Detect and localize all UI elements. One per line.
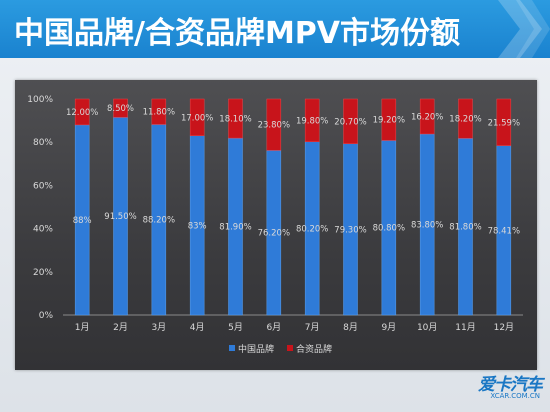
y-tick-label: 40%: [33, 225, 53, 235]
y-tick-label: 80%: [33, 138, 53, 148]
data-label-china-7: 80.20%: [296, 224, 328, 234]
data-label-jv-1: 12.00%: [66, 108, 98, 118]
bar-jv-2: [113, 98, 128, 118]
bar-jv-1: [74, 98, 90, 126]
data-label-jv-12: 21.59%: [488, 118, 520, 128]
y-tick-label: 0%: [39, 311, 54, 321]
data-label-jv-4: 17.00%: [181, 113, 213, 123]
data-label-china-8: 79.30%: [334, 225, 366, 235]
legend-china-label: 中国品牌: [238, 343, 274, 355]
data-label-jv-11: 18.20%: [449, 115, 481, 125]
data-label-jv-6: 23.80%: [258, 121, 290, 131]
data-label-jv-10: 16.20%: [411, 112, 443, 122]
bar-jv-5: [228, 98, 243, 139]
x-tick-label: 9月: [381, 322, 396, 333]
x-tick-label: 1月: [75, 322, 90, 333]
data-label-jv-9: 19.20%: [373, 116, 405, 126]
bar-jv-6: [266, 98, 282, 151]
page-title: 中国品牌/合资品牌MPV市场份额: [14, 16, 461, 51]
data-label-china-12: 78.41%: [488, 226, 520, 236]
watermark: 爱卡汽车 XCAR.COM.CN: [422, 370, 543, 406]
legend-china-swatch: [229, 345, 235, 351]
x-tick-label: 8月: [343, 322, 358, 333]
data-label-jv-3: 11.80%: [143, 108, 175, 118]
data-label-china-6: 76.20%: [258, 229, 290, 239]
x-tick-label: 11月: [455, 322, 475, 333]
data-label-china-5: 81.90%: [219, 223, 251, 233]
y-tick-label: 20%: [33, 268, 53, 278]
bar-jv-4: [189, 98, 205, 136]
x-tick-label: 7月: [305, 322, 320, 333]
data-label-china-11: 81.80%: [449, 223, 481, 233]
x-tick-label: 10月: [417, 322, 437, 333]
chart-panel: 0% 20% 40% 60% 80% 100% 88% 12.00% 1月 91.50% 8.50%…: [15, 80, 537, 370]
x-tick-label: 6月: [266, 322, 281, 333]
legend-jv-label: 合资品牌: [296, 343, 332, 355]
header-banner: 中国品牌/合资品牌MPV市场份额: [0, 0, 550, 58]
y-tick-label: 60%: [33, 181, 53, 191]
x-tick-label: 3月: [151, 322, 166, 333]
data-label-china-3: 88.20%: [143, 216, 175, 226]
x-tick-label: 5月: [228, 322, 243, 333]
legend-jv-swatch: [287, 345, 293, 351]
y-tick-label: 100%: [27, 95, 53, 105]
xcar-logo: 爱卡汽车: [478, 375, 543, 395]
chevron-right-icon: [498, 0, 550, 58]
xcar-url: XCAR.COM.CN: [490, 392, 540, 400]
bar-jv-12: [496, 98, 512, 146]
data-label-jv-8: 20.70%: [334, 117, 366, 127]
data-label-china-1: 88%: [73, 216, 92, 226]
x-tick-label: 4月: [190, 322, 205, 333]
bar-jv-8: [343, 98, 358, 144]
bar-jv-11: [458, 98, 473, 139]
data-label-jv-7: 19.80%: [296, 116, 328, 126]
data-label-jv-2: 8.50%: [107, 104, 134, 114]
bar-jv-7: [304, 98, 320, 143]
bar-jv-10: [419, 98, 435, 135]
data-label-china-2: 91.50%: [104, 212, 136, 222]
x-tick-label: 2月: [113, 322, 128, 333]
data-label-china-9: 80.80%: [373, 224, 405, 234]
data-label-china-10: 83.80%: [411, 220, 443, 230]
data-label-jv-5: 18.10%: [219, 115, 251, 125]
data-label-china-4: 83%: [188, 221, 207, 231]
bar-jv-3: [151, 98, 167, 125]
bar-jv-9: [381, 98, 397, 141]
x-tick-label: 12月: [494, 322, 514, 333]
stacked-bar-chart: 0% 20% 40% 60% 80% 100% 88% 12.00% 1月 91.50% 8.50%…: [27, 95, 523, 355]
